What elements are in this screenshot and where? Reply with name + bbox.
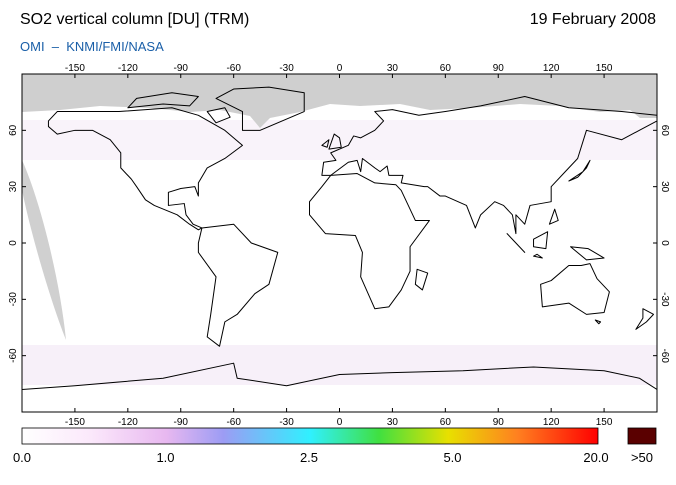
lon-label-top: 0	[337, 63, 343, 74]
date: 19 February 2008	[530, 11, 656, 28]
lon-label-bottom: -120	[118, 417, 138, 428]
lon-label-bottom: 150	[596, 417, 613, 428]
colorbar-label: 5.0	[443, 450, 461, 465]
lon-label-bottom: 120	[543, 417, 560, 428]
lat-label-right: 0	[659, 240, 670, 246]
lon-label-top: -90	[174, 63, 189, 74]
title: SO2 vertical column [DU] (TRM)	[20, 11, 249, 28]
lon-label-top: -120	[118, 63, 138, 74]
lon-label-top: 30	[387, 63, 399, 74]
lon-label-top: -150	[65, 63, 85, 74]
lon-label-bottom: -90	[174, 417, 189, 428]
lat-label-right: 30	[659, 181, 670, 193]
lat-label-left: 60	[8, 124, 19, 136]
colorbar-label: 20.0	[583, 450, 608, 465]
lon-label-bottom: -150	[65, 417, 85, 428]
lon-label-bottom: -60	[226, 417, 241, 428]
colorbar-overflow-label: >50	[631, 450, 653, 465]
source: OMI – KNMI/FMI/NASA	[20, 39, 164, 54]
haze	[22, 345, 657, 385]
lon-label-bottom: 90	[493, 417, 505, 428]
colorbar-overflow	[627, 427, 657, 445]
colorbar	[21, 427, 599, 445]
lon-label-top: 60	[440, 63, 452, 74]
lon-label-top: 120	[543, 63, 560, 74]
map-area	[22, 74, 657, 412]
lat-label-left: 30	[8, 181, 19, 193]
no-data-swath	[22, 160, 66, 340]
lon-label-bottom: 30	[387, 417, 399, 428]
lon-label-top: -60	[226, 63, 241, 74]
no-data-polar	[22, 74, 657, 128]
colorbar-label: 1.0	[156, 450, 174, 465]
lon-label-bottom: 0	[337, 417, 343, 428]
lat-label-left: -30	[8, 292, 19, 307]
lon-label-top: 90	[493, 63, 505, 74]
colorbar-label: 2.5	[300, 450, 318, 465]
lat-label-right: -30	[659, 292, 670, 307]
lon-label-bottom: 60	[440, 417, 452, 428]
lat-label-right: 60	[659, 125, 670, 137]
coastlines	[22, 87, 657, 389]
lat-label-right: -60	[659, 348, 670, 363]
lat-label-left: 0	[8, 240, 19, 246]
lon-label-top: -30	[279, 63, 294, 74]
lon-label-top: 150	[596, 63, 613, 74]
lon-label-bottom: -30	[279, 417, 294, 428]
lat-label-left: -60	[8, 348, 19, 363]
colorbar-label: 0.0	[13, 450, 31, 465]
